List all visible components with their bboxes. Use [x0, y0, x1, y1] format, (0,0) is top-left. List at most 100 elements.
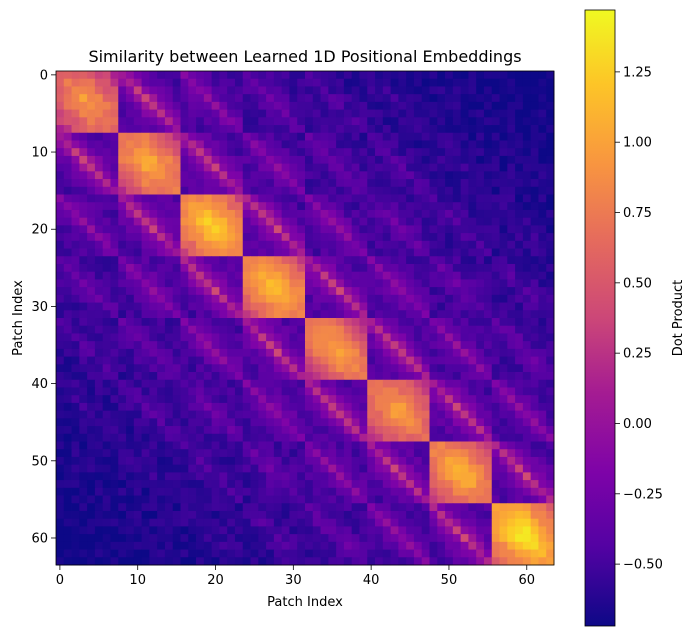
heatmap-cell: [87, 418, 96, 427]
colorbar-tick-label: −0.25: [623, 487, 663, 502]
heatmap-cell: [351, 487, 360, 496]
heatmap-cell: [406, 271, 415, 280]
heatmap-cell: [219, 125, 228, 134]
heatmap-cell: [320, 495, 329, 504]
heatmap-cell: [382, 441, 391, 450]
heatmap-cell: [452, 209, 462, 219]
heatmap-cell: [149, 179, 158, 188]
heatmap-cell: [413, 410, 423, 419]
heatmap-cell: [367, 225, 376, 234]
heatmap-cell: [398, 186, 407, 195]
heatmap-cell: [320, 109, 329, 118]
heatmap-cell: [149, 449, 158, 458]
heatmap-cell: [421, 217, 430, 226]
heatmap-cell: [336, 510, 345, 520]
heatmap-cell: [118, 78, 127, 87]
heatmap-cell: [406, 125, 415, 134]
heatmap-cell: [126, 341, 135, 350]
heatmap-cell: [305, 310, 314, 319]
heatmap-cell: [110, 510, 119, 520]
heatmap-cell: [382, 348, 391, 357]
heatmap-cell: [530, 302, 539, 311]
heatmap-cell: [258, 487, 267, 496]
heatmap-cell: [445, 109, 454, 118]
heatmap-cell: [382, 287, 391, 296]
heatmap-cell: [382, 202, 391, 211]
heatmap-cell: [266, 217, 275, 226]
heatmap-cell: [421, 225, 430, 234]
heatmap-cell: [375, 101, 384, 110]
heatmap-cell: [312, 132, 321, 141]
heatmap-cell: [157, 279, 166, 288]
heatmap-cell: [452, 410, 462, 419]
heatmap-cell: [133, 487, 142, 496]
heatmap-cell: [437, 495, 446, 504]
heatmap-cell: [546, 426, 555, 435]
heatmap-cell: [118, 325, 127, 334]
heatmap-cell: [336, 526, 345, 535]
heatmap-cell: [118, 302, 127, 311]
heatmap-cell: [219, 495, 228, 504]
heatmap-cell: [351, 518, 360, 527]
heatmap-cell: [421, 171, 430, 180]
heatmap-cell: [468, 541, 477, 550]
heatmap-cell: [305, 510, 314, 520]
heatmap-cell: [242, 155, 251, 165]
heatmap-cell: [507, 101, 516, 110]
heatmap-cell: [87, 140, 96, 149]
heatmap-cell: [196, 318, 205, 327]
heatmap-cell: [375, 171, 384, 180]
heatmap-cell: [375, 325, 384, 334]
heatmap-cell: [266, 179, 275, 188]
heatmap-cell: [164, 171, 174, 180]
heatmap-cell: [180, 318, 189, 327]
heatmap-cell: [258, 441, 267, 450]
heatmap-cell: [507, 495, 516, 504]
heatmap-cell: [499, 71, 508, 80]
heatmap-cell: [180, 518, 189, 527]
heatmap-cell: [102, 155, 111, 165]
heatmap-cell: [312, 418, 321, 427]
heatmap-cell: [413, 279, 423, 288]
heatmap-cell: [507, 310, 516, 319]
heatmap-cells: [56, 71, 555, 566]
heatmap-cell: [515, 402, 524, 412]
heatmap-cell: [110, 217, 119, 226]
heatmap-cell: [398, 372, 407, 381]
heatmap-cell: [172, 534, 181, 543]
heatmap-cell: [538, 148, 547, 157]
heatmap-cell: [343, 310, 353, 319]
heatmap-cell: [437, 171, 446, 180]
heatmap-cell: [172, 318, 181, 327]
heatmap-cell: [538, 464, 547, 473]
heatmap-cell: [242, 364, 251, 373]
heatmap-cell: [71, 480, 80, 489]
heatmap-cell: [515, 333, 524, 342]
heatmap-cell: [273, 140, 283, 149]
heatmap-cell: [421, 94, 430, 103]
heatmap-cell: [445, 549, 454, 558]
heatmap-cell: [63, 140, 72, 149]
heatmap-cell: [476, 179, 485, 188]
heatmap-cell: [305, 356, 314, 365]
heatmap-cell: [499, 441, 508, 450]
heatmap-cell: [266, 132, 275, 141]
heatmap-cell: [460, 549, 469, 558]
heatmap-cell: [305, 464, 314, 473]
heatmap-cell: [538, 325, 547, 334]
heatmap-cell: [281, 101, 290, 110]
heatmap-cell: [289, 132, 298, 141]
heatmap-cell: [258, 209, 267, 219]
heatmap-cell: [336, 518, 345, 527]
heatmap-cell: [180, 449, 189, 458]
heatmap-cell: [437, 310, 446, 319]
heatmap-cell: [445, 294, 454, 303]
heatmap-cell: [546, 101, 555, 110]
heatmap-cell: [328, 325, 337, 334]
heatmap-cell: [390, 263, 399, 273]
heatmap-cell: [359, 518, 368, 527]
heatmap-cell: [382, 418, 391, 427]
heatmap-cell: [343, 441, 353, 450]
heatmap-cell: [445, 464, 454, 473]
heatmap-cell: [390, 487, 399, 496]
